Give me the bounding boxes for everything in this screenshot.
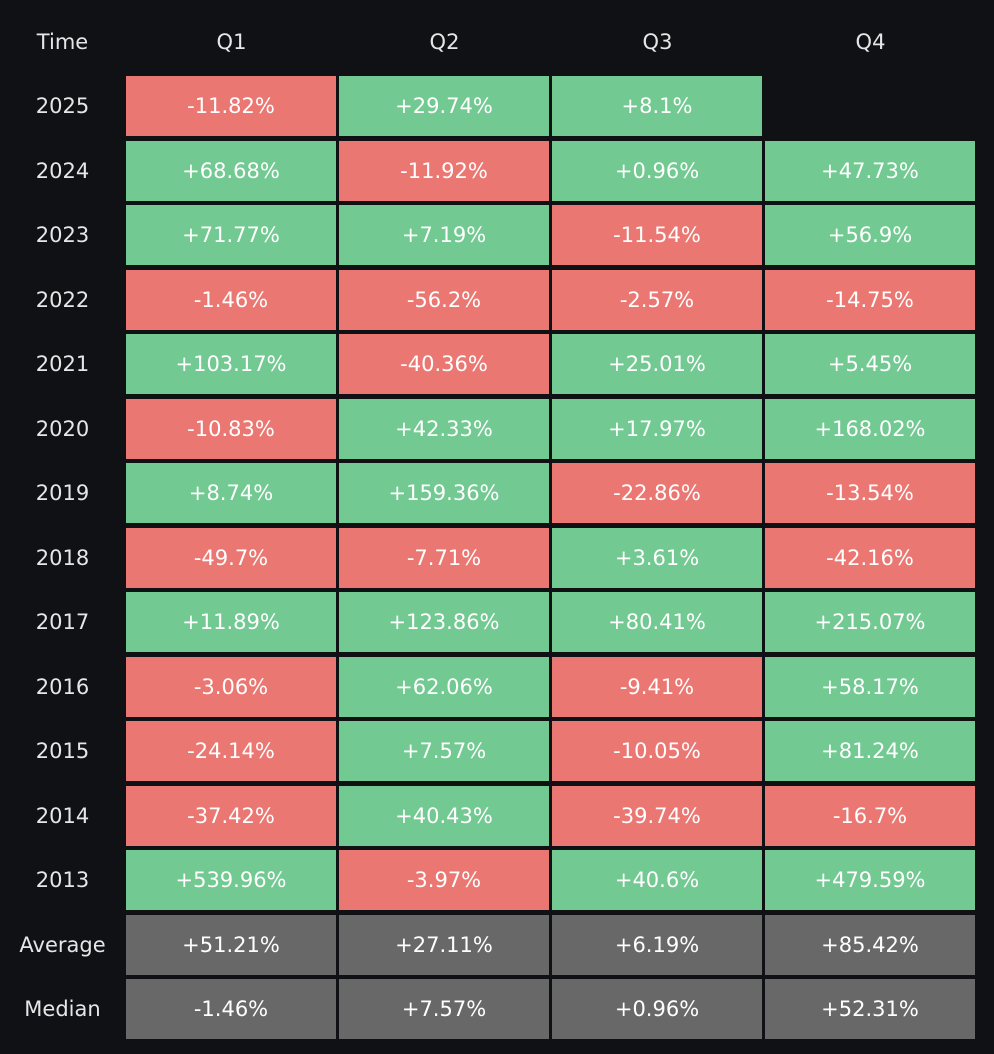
table-cell: -40.36% [339, 334, 549, 394]
table-cell: -3.97% [339, 850, 549, 910]
table-cell: -24.14% [126, 721, 336, 781]
table-cell: -16.7% [765, 785, 975, 846]
table-cell: +479.59% [765, 850, 975, 910]
column-header-q1: Q1 [216, 30, 247, 54]
time-header: Time [36, 30, 89, 54]
row-label: 2013 [35, 868, 90, 892]
row-label: Median [24, 997, 101, 1021]
table-cell: -39.74% [552, 785, 762, 846]
table-cell: +52.31% [765, 979, 975, 1039]
row-label: 2023 [35, 223, 90, 247]
column-header-q2: Q2 [429, 30, 460, 54]
table-cell: -37.42% [126, 785, 336, 846]
table-cell: -2.57% [552, 269, 762, 330]
table-cell: +81.24% [765, 721, 975, 781]
table-cell: -3.06% [126, 656, 336, 717]
table-cell: -9.41% [552, 656, 762, 717]
table-cell: +8.74% [126, 463, 336, 523]
row-label: 2017 [35, 610, 90, 634]
table-cell: +56.9% [765, 205, 975, 265]
table-cell: +7.19% [339, 205, 549, 265]
table-cell: -14.75% [765, 269, 975, 330]
table-cell: +42.33% [339, 398, 549, 459]
table-cell: -49.7% [126, 527, 336, 588]
table-cell: +58.17% [765, 656, 975, 717]
table-cell: +7.57% [339, 979, 549, 1039]
table-cell: +27.11% [339, 914, 549, 975]
table-cell: +539.96% [126, 850, 336, 910]
table-cell: +123.86% [339, 592, 549, 652]
table-cell: +80.41% [552, 592, 762, 652]
table-cell: +0.96% [552, 140, 762, 201]
table-cell: +3.61% [552, 527, 762, 588]
row-label: Average [19, 932, 106, 957]
table-cell: -13.54% [765, 463, 975, 523]
table-cell: -42.16% [765, 527, 975, 588]
table-cell: -56.2% [339, 269, 549, 330]
table-cell: +85.42% [765, 914, 975, 975]
table-cell: +40.6% [552, 850, 762, 910]
row-label: 2019 [35, 481, 90, 505]
row-label: 2016 [35, 674, 90, 699]
table-cell: +51.21% [126, 914, 336, 975]
row-label: 2020 [35, 416, 90, 441]
table-cell: +8.1% [552, 76, 762, 136]
row-label: 2024 [35, 158, 90, 183]
table-cell: +7.57% [339, 721, 549, 781]
table-cell: -11.92% [339, 140, 549, 201]
row-label: 2018 [35, 545, 90, 570]
table-cell: +215.07% [765, 592, 975, 652]
table-cell: -11.54% [552, 205, 762, 265]
table-cell: +11.89% [126, 592, 336, 652]
table-cell: -1.46% [126, 269, 336, 330]
table-cell: +103.17% [126, 334, 336, 394]
row-label: 2025 [35, 94, 90, 118]
table-cell: +25.01% [552, 334, 762, 394]
table-cell: +47.73% [765, 140, 975, 201]
table-cell: +159.36% [339, 463, 549, 523]
table-cell: +29.74% [339, 76, 549, 136]
table-cell: +5.45% [765, 334, 975, 394]
column-header-q4: Q4 [855, 30, 886, 54]
table-cell: -11.82% [126, 76, 336, 136]
table-cell: +62.06% [339, 656, 549, 717]
table-cell: -7.71% [339, 527, 549, 588]
row-label: 2022 [35, 287, 90, 312]
row-label: 2014 [35, 803, 90, 828]
table-cell: +40.43% [339, 785, 549, 846]
table-cell: +6.19% [552, 914, 762, 975]
table-cell: +71.77% [126, 205, 336, 265]
table-cell: -10.05% [552, 721, 762, 781]
row-label: 2015 [35, 739, 90, 763]
table-cell: +17.97% [552, 398, 762, 459]
table-cell: -22.86% [552, 463, 762, 523]
column-header-q3: Q3 [642, 30, 673, 54]
row-label: 2021 [35, 352, 90, 376]
table-cell: -1.46% [126, 979, 336, 1039]
table-cell: -10.83% [126, 398, 336, 459]
table-cell: +0.96% [552, 979, 762, 1039]
table-cell: +168.02% [765, 398, 975, 459]
table-cell: +68.68% [126, 140, 336, 201]
